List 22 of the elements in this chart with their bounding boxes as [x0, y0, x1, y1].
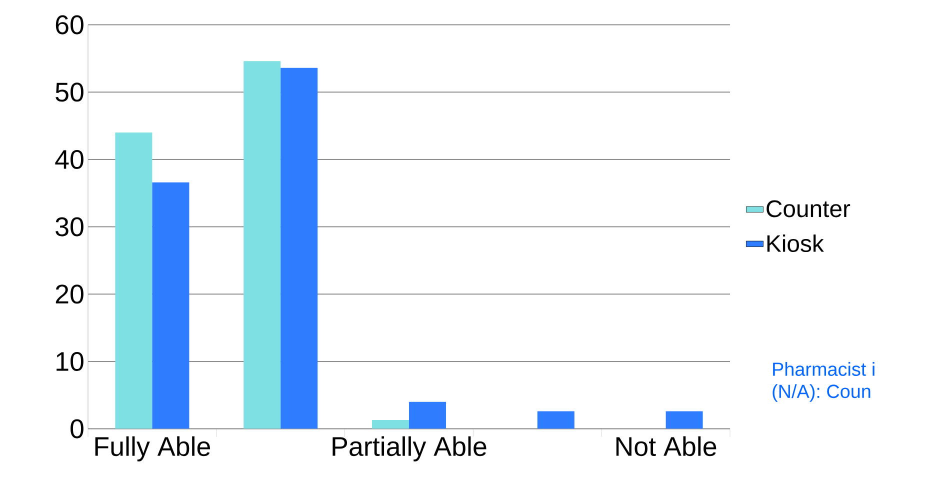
bar — [409, 402, 446, 429]
y-tick-label: 0 — [70, 419, 84, 438]
x-tick-label: Not Able — [616, 436, 716, 456]
text: (N/A): Coun — [772, 384, 870, 402]
x-tick-label: Fully Able — [95, 436, 210, 462]
bar — [115, 132, 152, 429]
bar — [372, 420, 409, 429]
bar — [280, 68, 318, 429]
bar — [666, 411, 703, 429]
text: Pharmacist i — [773, 362, 874, 376]
y-tick-label: 30 — [56, 217, 84, 236]
y-tick-label: 10 — [56, 352, 84, 371]
bar — [537, 411, 574, 429]
bar — [152, 182, 190, 429]
legend-label: Kiosk — [767, 234, 824, 252]
y-tick-label: 60 — [56, 15, 84, 34]
y-tick-label: 50 — [56, 82, 84, 102]
y-tick-label: 40 — [55, 150, 84, 169]
y-tick-label: 20 — [56, 284, 84, 304]
bar — [244, 61, 281, 429]
x-tick-label: Partially Able — [332, 436, 486, 462]
legend-label: Counter — [766, 200, 850, 218]
